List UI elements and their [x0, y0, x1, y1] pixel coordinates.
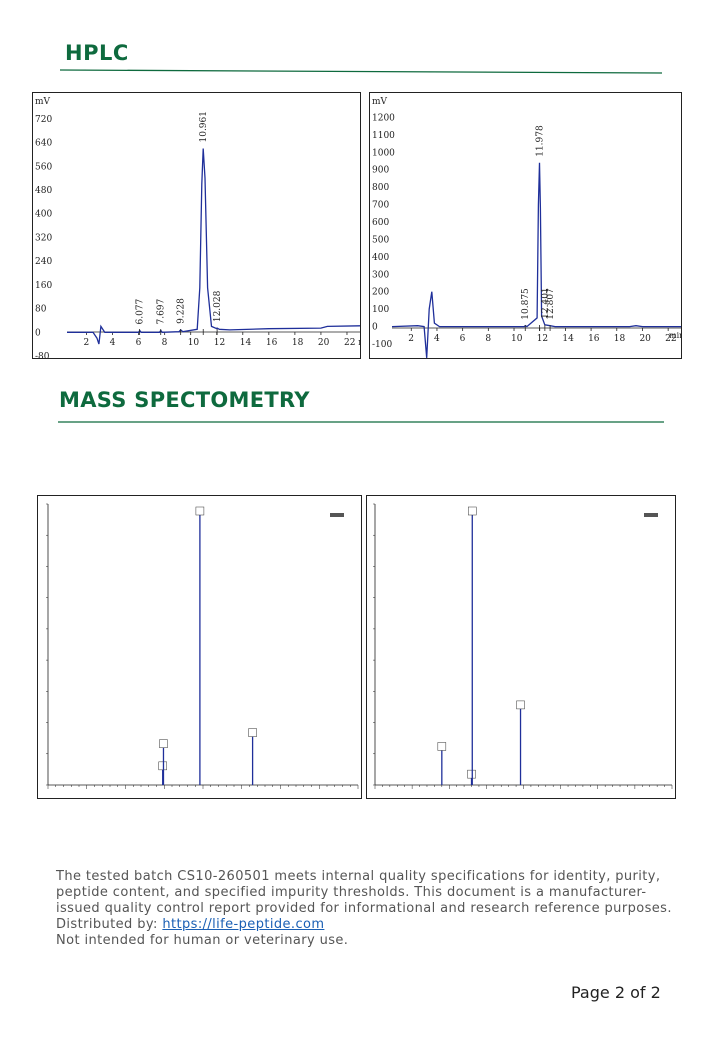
quality-statement: The tested batch CS10-260501 meets inter… [56, 869, 672, 916]
y-tick-label: 80 [35, 305, 47, 315]
page-number: Page 2 of 2 [571, 983, 661, 1002]
peak-label: 10.961 [199, 111, 209, 143]
hplc-heading-rule [60, 69, 663, 74]
y-tick-label: 1100 [372, 131, 395, 141]
y-tick-label: 320 [35, 233, 52, 243]
spectrum-marker [330, 513, 344, 517]
x-tick-label: 18 [614, 334, 626, 344]
y-tick-label: -100 [372, 340, 392, 350]
distributed-by-line: Distributed by: https://life-peptide.com [56, 917, 676, 933]
x-tick-label: 16 [266, 338, 278, 348]
x-tick-label: 8 [162, 338, 168, 348]
hplc-heading: HPLC [65, 41, 129, 65]
y-tick-label: 300 [372, 270, 389, 280]
x-tick-label: 14 [240, 338, 252, 348]
y-tick-label: 400 [35, 210, 52, 220]
mass-peak-tag [516, 700, 525, 710]
mass-peak-tag [158, 761, 167, 771]
peak-label: 10.875 [521, 288, 531, 320]
chromatogram-trace [67, 148, 360, 345]
x-tick-label: 12 [214, 338, 225, 348]
mass-peak-tag [195, 506, 205, 516]
spectrum-marker [644, 513, 658, 517]
x-tick-label: 20 [318, 338, 330, 348]
y-tick-label: 480 [35, 186, 52, 196]
x-tick-label: 16 [588, 334, 600, 344]
y-tick-label: 640 [35, 139, 52, 149]
x-tick-label: 12 [537, 334, 548, 344]
x-tick-label: 10 [511, 334, 523, 344]
y-tick-label: 600 [372, 218, 389, 228]
mass-spec-heading: MASS SPECTOMETRY [59, 388, 310, 412]
y-unit-label: mV [372, 97, 388, 107]
y-tick-label: 800 [372, 183, 389, 193]
hplc-chart-right: mV 1200 1100 1000 900 800 700 600 500 400 300 200 10… [369, 92, 682, 359]
x-tick-label: 4 [110, 338, 116, 348]
y-tick-label: 0 [372, 323, 378, 333]
x-tick-label: 6 [136, 338, 142, 348]
x-tick-label: 8 [485, 334, 491, 344]
mass-spec-heading-rule [58, 421, 664, 423]
peak-label: 9.228 [177, 298, 187, 324]
peak-label: 12.807 [546, 288, 556, 320]
y-tick-label: 1200 [372, 113, 395, 123]
peak-label: 12.028 [213, 290, 223, 322]
distributor-link[interactable]: https://life-peptide.com [162, 917, 325, 932]
y-tick-label: 700 [372, 201, 389, 211]
y-tick-label: 900 [372, 166, 389, 176]
y-tick-label: 200 [372, 288, 389, 298]
x-tick-label: 14 [562, 334, 574, 344]
mass-peak-tag [468, 506, 477, 516]
footer-statement-block: The tested batch CS10-260501 meets inter… [56, 869, 676, 949]
x-tick-label: 22 min [344, 338, 360, 348]
y-tick-label: 240 [35, 257, 52, 267]
x-tick-label: 6 [460, 334, 466, 344]
y-tick-label: 160 [35, 281, 52, 291]
x-tick-label: 10 [188, 338, 200, 348]
y-tick-label: 100 [372, 305, 389, 315]
mass-spectrum-right [366, 495, 676, 799]
mass-peak-tag [159, 739, 168, 748]
distributed-by-label: Distributed by: [56, 917, 158, 932]
y-tick-label: 560 [35, 162, 52, 172]
y-unit-label: mV [35, 97, 51, 107]
y-tick-label: 720 [35, 115, 52, 125]
peak-label: 7.697 [157, 298, 167, 324]
y-tick-label: 400 [372, 253, 389, 263]
mass-peak-tag [437, 742, 447, 751]
x-tick-label: 2 [84, 338, 90, 348]
x-tick-label: 20 [639, 334, 651, 344]
usage-disclaimer: Not intended for human or veterinary use… [56, 933, 349, 948]
hplc-chart-left: mV 720 640 560 480 400 320 240 160 80 0 -80 2 4 6 8 10 12… [32, 92, 361, 359]
peak-label: 6.077 [136, 298, 146, 324]
peak-label: 12.401 [541, 287, 551, 319]
x-unit-label: min [669, 331, 681, 340]
mass-spectrum-left [37, 495, 362, 799]
mass-peak-tag [467, 769, 476, 779]
y-tick-label: 1000 [372, 148, 395, 158]
x-tick-label: 2 [408, 334, 414, 344]
y-tick-label: -80 [35, 352, 50, 358]
y-tick-label: 500 [372, 235, 389, 245]
x-tick-label: 22 [665, 334, 676, 344]
x-tick-label: 18 [292, 338, 304, 348]
mass-peak-tag [248, 728, 257, 737]
x-tick-label: 4 [434, 334, 440, 344]
y-tick-label: 0 [35, 328, 41, 338]
chromatogram-trace [391, 162, 681, 358]
peak-label: 11.978 [535, 125, 545, 157]
